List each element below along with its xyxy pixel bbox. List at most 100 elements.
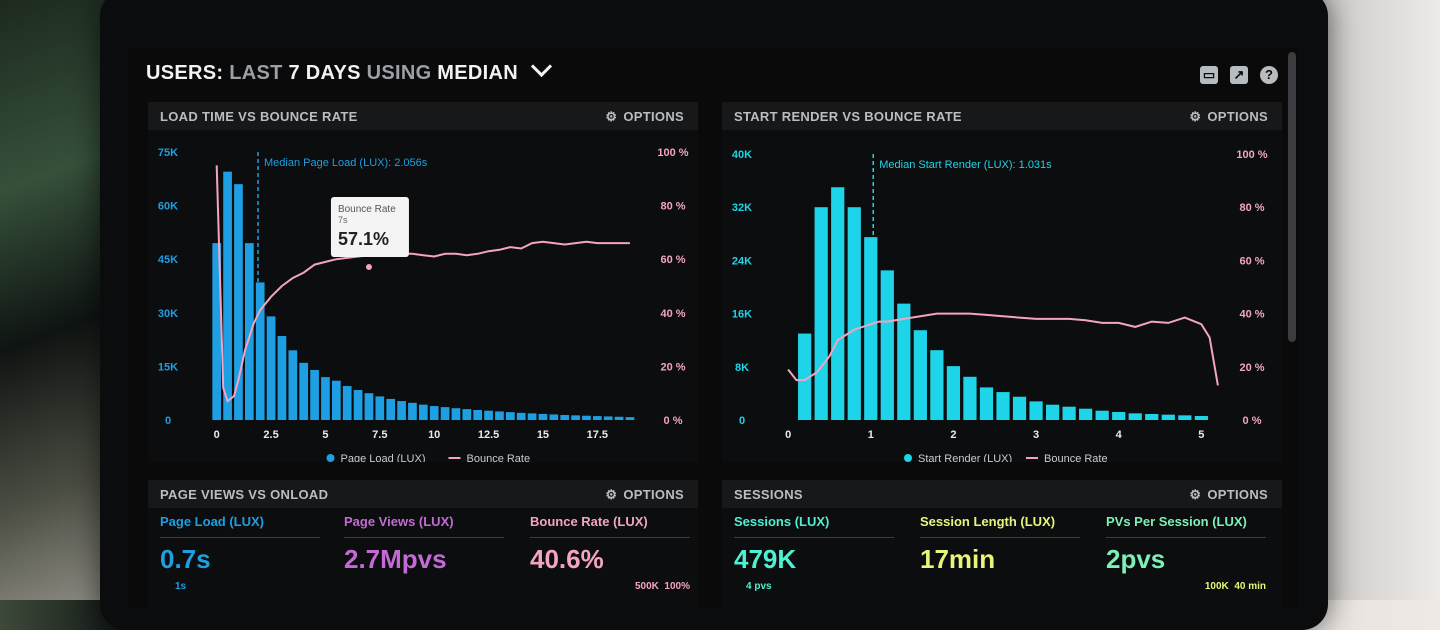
panel-sessions: SESSIONS ⚙ OPTIONS Sessions (LUX) 479K 4 … [722, 480, 1282, 608]
bar [913, 330, 927, 420]
metric-bounce-rate: Bounce Rate (LUX) 40.6% 500K 100% [530, 514, 690, 592]
bar [353, 389, 363, 420]
panel-load-time: LOAD TIME VS BOUNCE RATE ⚙ OPTIONS 75K 60K… [148, 102, 698, 462]
bar [288, 350, 298, 420]
y-tick-label: 16K [732, 309, 752, 321]
tooltip-point [365, 263, 372, 270]
panel-header: SESSIONS ⚙ OPTIONS [722, 480, 1282, 508]
y2-tick-label: 0 % [664, 415, 683, 427]
panel-header: START RENDER VS BOUNCE RATE ⚙ OPTIONS [722, 102, 1282, 130]
options-button[interactable]: ⚙ OPTIONS [1189, 109, 1268, 125]
bar [864, 237, 878, 420]
options-button[interactable]: ⚙ OPTIONS [1189, 487, 1268, 503]
y-tick-label: 15K [158, 361, 178, 373]
x-tick-label: 17.5 [587, 429, 608, 441]
load-time-chart: 75K 60K 45K 30K 15K 0 100 % 80 % 60 % 40 % 20 % 0 %… [158, 147, 689, 462]
bar [979, 387, 994, 420]
bar [277, 336, 287, 420]
metric-pvs-per-session: PVs Per Session (LUX) 2pvs 100K 40 min [1106, 514, 1266, 592]
gear-icon: ⚙ [605, 487, 618, 502]
metric-label: PVs Per Session (LUX) [1106, 514, 1247, 529]
options-label: OPTIONS [1207, 487, 1268, 502]
metric-page-views: Page Views (LUX) 2.7Mpvs [344, 514, 504, 575]
median-label: Median Start Render (LUX): 1.031s [879, 159, 1052, 171]
scrollbar[interactable] [1288, 52, 1296, 342]
bar [505, 412, 515, 420]
metric-value: 2pvs [1106, 544, 1166, 574]
bar [549, 414, 559, 420]
metric-label: Session Length (LUX) [920, 514, 1056, 529]
bar [897, 303, 911, 420]
metric-value: 17min [920, 544, 996, 574]
bar [831, 187, 845, 420]
gear-icon: ⚙ [605, 109, 618, 124]
metric-session-length: Session Length (LUX) 17min [920, 514, 1080, 575]
chevron-down-icon[interactable] [530, 55, 552, 78]
bar [814, 207, 828, 420]
bar [462, 409, 472, 420]
y2-tick-label: 60 % [660, 254, 685, 266]
metric-label: Bounce Rate (LUX) [530, 514, 648, 529]
metric-sub-1: 100K [1204, 581, 1229, 592]
bar [1079, 408, 1093, 420]
bar [1161, 414, 1175, 420]
help-icon[interactable]: ? [1260, 66, 1278, 84]
bar [429, 406, 439, 420]
y2-tick-label: 100 % [1236, 149, 1267, 161]
options-button[interactable]: ⚙ OPTIONS [605, 109, 684, 125]
dashboard-title[interactable]: USERS: LAST 7 DAYS USING MEDIAN [146, 55, 552, 85]
y-tick-label: 8K [735, 362, 749, 374]
panel-title: SESSIONS [734, 487, 803, 502]
options-button[interactable]: ⚙ OPTIONS [605, 487, 684, 503]
x-tick-label: 0 [214, 429, 220, 441]
bar [847, 207, 861, 420]
bar [397, 401, 406, 420]
metric-sessions: Sessions (LUX) 479K 4 pvs [734, 514, 894, 592]
bar [603, 416, 613, 420]
bar [930, 350, 944, 420]
x-tick-label: 0 [785, 429, 791, 441]
bar [798, 333, 812, 420]
x-tick-label: 5 [322, 429, 328, 441]
bar [408, 402, 417, 420]
share-icon[interactable]: ↗ [1230, 66, 1248, 84]
title-users: USERS: [146, 62, 224, 84]
bar [212, 243, 222, 420]
bar [1045, 404, 1060, 420]
bar [1145, 414, 1159, 420]
bar [592, 416, 602, 420]
monitor-icon[interactable]: ▭ [1200, 66, 1218, 84]
metric-sub: 1s [175, 581, 187, 592]
y-tick-label: 75K [158, 147, 178, 159]
y2-tick-label: 40 % [1239, 309, 1264, 321]
x-tick-label: 2 [950, 429, 956, 441]
bar [1194, 416, 1208, 420]
divider [920, 537, 1080, 538]
bar [321, 377, 330, 420]
panel-title: PAGE VIEWS VS ONLOAD [160, 487, 329, 502]
bar [1029, 401, 1043, 420]
metric-value: 0.7s [160, 544, 211, 574]
bar [386, 398, 396, 420]
bar [299, 362, 309, 420]
y2-tick-label: 0 % [1243, 415, 1262, 427]
bar [614, 416, 624, 420]
options-label: OPTIONS [623, 487, 684, 502]
bar [560, 414, 570, 420]
bar [571, 415, 580, 420]
metric-sub: 4 pvs [746, 581, 772, 592]
y2-tick-label: 20 % [1239, 362, 1264, 374]
x-tick-label: 7.5 [372, 429, 387, 441]
tooltip-value: 57.1% [338, 229, 389, 249]
bar [495, 411, 504, 420]
background-plant [0, 0, 110, 600]
metric-value: 479K [734, 544, 797, 574]
title-last: LAST [229, 62, 283, 84]
bar [364, 393, 374, 420]
bar [266, 316, 276, 420]
bar [440, 407, 450, 420]
divider [344, 537, 504, 538]
options-label: OPTIONS [623, 109, 684, 124]
divider [530, 537, 690, 538]
metric-label: Page Views (LUX) [344, 514, 454, 529]
